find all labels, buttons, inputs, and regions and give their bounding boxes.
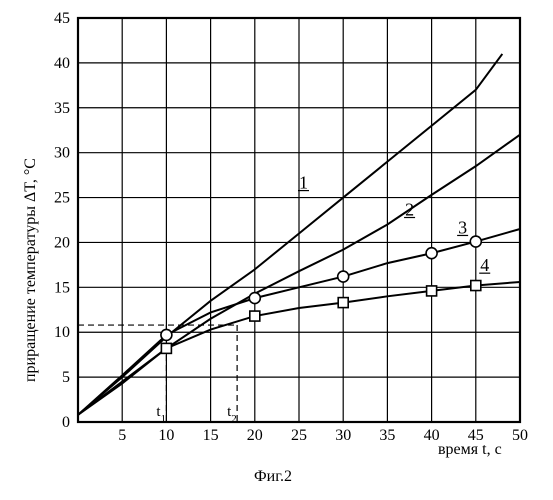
y-tick: 0 bbox=[62, 414, 70, 431]
y-tick: 20 bbox=[54, 234, 70, 251]
x-tick: 15 bbox=[203, 427, 219, 444]
x-tick: 10 bbox=[158, 427, 174, 444]
y-tick: 10 bbox=[54, 324, 70, 341]
x-tick: 20 bbox=[247, 427, 263, 444]
figure-caption: Фиг.2 bbox=[254, 468, 292, 486]
x-tick: 25 bbox=[291, 427, 307, 444]
series-label-2: 2 bbox=[405, 200, 414, 220]
series-label-4: 4 bbox=[480, 255, 489, 275]
y-tick: 5 bbox=[62, 369, 70, 386]
y-tick: 45 bbox=[54, 10, 70, 27]
x-tick: 35 bbox=[379, 427, 395, 444]
y-tick: 15 bbox=[54, 279, 70, 296]
y-tick: 30 bbox=[54, 145, 70, 162]
x-tick: 30 bbox=[335, 427, 351, 444]
y-tick: 35 bbox=[54, 100, 70, 117]
x-axis-label: время t, с bbox=[438, 441, 502, 459]
y-tick: 25 bbox=[54, 190, 70, 207]
series-label-1: 1 bbox=[299, 173, 308, 193]
line-chart: 1234510152025303540455005101520253035404… bbox=[0, 0, 553, 500]
y-tick: 40 bbox=[54, 55, 70, 72]
x-tick: 50 bbox=[512, 427, 528, 444]
x-tick: 5 bbox=[118, 427, 126, 444]
y-axis-label: приращение температуры ΔT, °C bbox=[22, 158, 40, 382]
series-label-3: 3 bbox=[458, 217, 467, 237]
